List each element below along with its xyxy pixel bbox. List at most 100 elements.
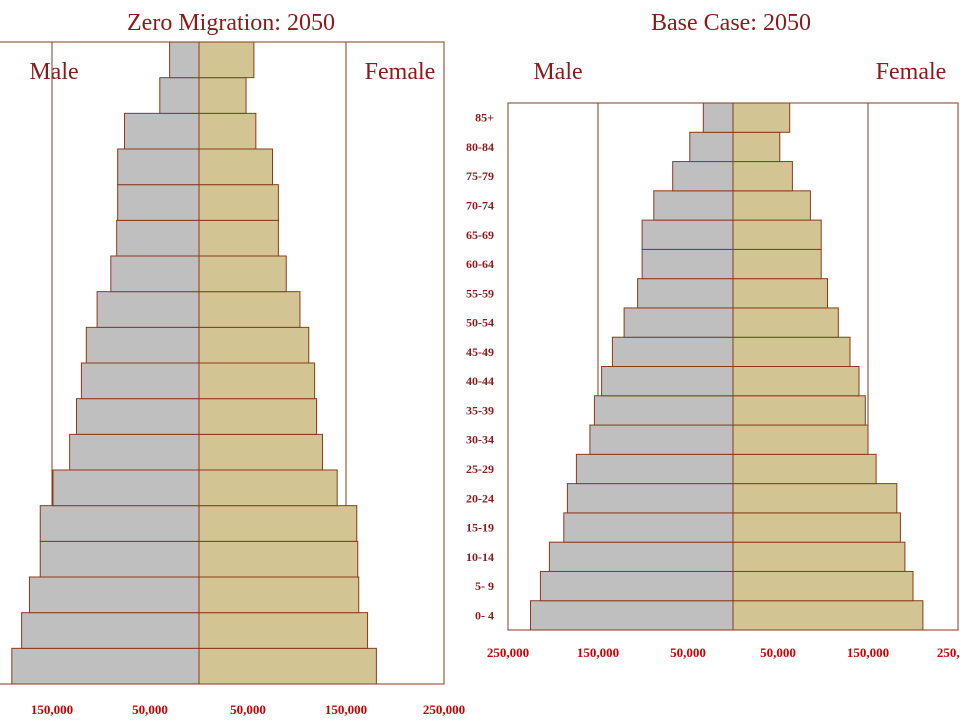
chart1-female-bar (198, 612, 369, 649)
chart2-female-bar (732, 366, 860, 397)
chart1-female-bar (198, 112, 257, 150)
chart2-tick-label: 50,000 (670, 645, 706, 660)
chart2-male-bar (593, 395, 734, 426)
chart2-tick-label: 150,000 (847, 645, 889, 660)
chart1-female-bar (198, 41, 255, 79)
chart2-tick-label: 50,000 (760, 645, 796, 660)
chart1-male-bar (159, 77, 200, 114)
chart2-female-bar (732, 248, 822, 280)
chart2-female-bar (732, 570, 914, 602)
chart2-female-bar (732, 336, 851, 368)
chart2-age-label: 80-84 (466, 140, 494, 154)
chart1-female-bar (198, 362, 316, 400)
chart2-female-bar (732, 600, 924, 631)
chart1-female-bar (198, 326, 310, 364)
chart1-male-bar (11, 647, 200, 685)
chart2-pyramid: 0- 4 5- 9 10-14 15-19 20-24 25-29 30-34 35-39 40… (466, 102, 960, 660)
chart2-female-bar (732, 453, 877, 485)
chart2-female-bar (732, 102, 791, 133)
chart2-male-bar (653, 190, 734, 221)
chart2-male-bar (601, 366, 734, 397)
chart2-age-label: 65-69 (466, 228, 494, 242)
chart2-age-label: 10-14 (466, 550, 494, 564)
chart1-male-bar (116, 219, 200, 257)
chart2-male-bar (611, 336, 734, 368)
chart1-female-bar (198, 398, 318, 435)
chart2-female-bar (732, 219, 822, 250)
chart2-tick-label: 250,000 (937, 645, 960, 660)
chart1-female-bar (198, 77, 247, 114)
chart2-male-bar (563, 512, 734, 543)
chart1-male-label: Male (29, 59, 78, 85)
chart1-tick-label: 250,000 (423, 702, 465, 717)
chart1-female-bar (198, 576, 360, 614)
chart2-female-bar (732, 307, 839, 338)
chart2-age-label: 40-44 (466, 374, 494, 388)
chart1-male-bar (110, 255, 200, 293)
chart2-age-label: 0- 4 (475, 608, 494, 622)
chart2-female-bar (732, 395, 866, 426)
chart2-age-label: 20-24 (466, 491, 494, 505)
chart1-tick-label: 150,000 (325, 702, 367, 717)
chart1-tick-label: 50,000 (132, 702, 168, 717)
chart2-age-label: 70-74 (466, 198, 494, 212)
chart2-male-bar (641, 248, 734, 280)
chart1-male-bar (117, 184, 200, 221)
chart1-male-bar (96, 291, 200, 328)
chart1-male-bar (169, 41, 200, 79)
chart2-age-label: 30-34 (466, 433, 494, 447)
chart2-age-label: 45-49 (466, 345, 494, 359)
chart2-male-bar (623, 307, 734, 338)
chart2-female-bar (732, 190, 811, 221)
chart1-female-bar (198, 184, 279, 221)
chart1-male-bar (76, 398, 200, 435)
chart2-male-bar (689, 131, 734, 163)
chart1-male-bar (28, 576, 200, 614)
chart1-male-bar (39, 505, 200, 542)
chart2-female-bar (732, 161, 793, 192)
chart2-male-bar (702, 102, 734, 133)
chart2-female-bar (732, 512, 901, 543)
chart2-age-label: 85+ (475, 111, 494, 125)
chart1-title: Zero Migration: 2050 (127, 10, 335, 36)
chart2-age-label: 25-29 (466, 462, 494, 476)
chart1-female-bar (198, 219, 279, 257)
chart2-female-bar (732, 541, 906, 572)
chart2-female-bar (732, 424, 869, 455)
chart1-female-bar (198, 505, 358, 542)
chart1-female-bar (198, 291, 301, 328)
chart1-female-bar (198, 255, 287, 293)
chart2-male-bar (672, 161, 734, 192)
chart1-female-label: Female (365, 59, 436, 85)
chart2-age-label: 5- 9 (475, 579, 494, 593)
chart2-male-bar (575, 453, 734, 485)
chart1-female-bar (198, 433, 323, 471)
chart2-female-bar (732, 483, 898, 514)
chart2-male-bar (637, 278, 734, 309)
chart2-male-bar (589, 424, 734, 455)
chart1-female-bar (198, 469, 338, 507)
chart2-tick-label: 150,000 (577, 645, 619, 660)
chart2-male-bar (530, 600, 734, 631)
chart2-male-bar (641, 219, 734, 250)
chart2-tick-label: 250,000 (487, 645, 529, 660)
chart2-male-label: Male (533, 59, 582, 85)
chart2-age-label: 35-39 (466, 403, 494, 417)
chart1-tick-label: 50,000 (230, 702, 266, 717)
chart1-male-bar (39, 540, 200, 578)
chart2-male-bar (539, 570, 734, 602)
chart1-male-bar (52, 469, 200, 507)
chart1-male-bar (69, 433, 200, 471)
chart2-age-label: 60-64 (466, 257, 494, 271)
chart2-title: Base Case: 2050 (651, 10, 811, 36)
chart2-female-bar (732, 278, 828, 309)
chart2-female-bar (732, 131, 781, 163)
chart1-male-bar (80, 362, 200, 400)
chart1-female-bar (198, 148, 273, 186)
chart2-age-label: 15-19 (466, 521, 494, 535)
chart1-female-bar (198, 540, 359, 578)
chart1-male-bar (124, 112, 200, 150)
chart1-male-bar (85, 326, 200, 364)
